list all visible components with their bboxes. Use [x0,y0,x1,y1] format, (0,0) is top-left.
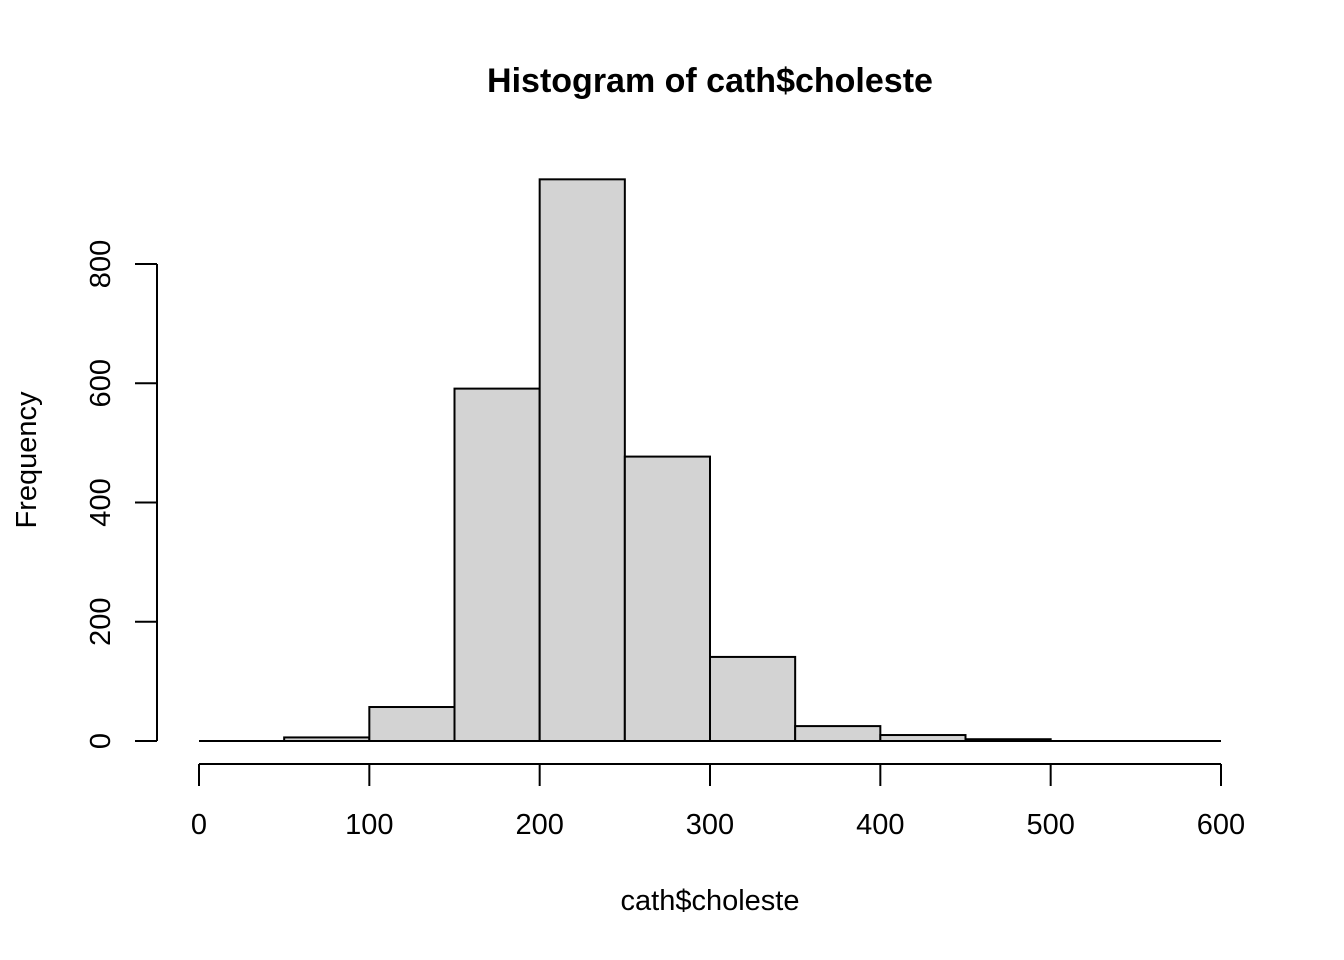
y-tick-label: 0 [85,733,117,749]
histogram-bar [794,725,882,742]
histogram-bar [623,455,711,742]
x-tick-label: 300 [686,809,734,841]
y-tick-label: 200 [85,598,117,646]
x-tick-label: 100 [345,809,393,841]
x-tick-label: 600 [1197,809,1245,841]
histogram-bar [538,178,626,742]
y-axis: 0 200 400 600 800 [85,240,158,749]
histogram-bar [453,387,541,742]
y-tick-label: 400 [85,478,117,526]
y-axis-label: Frequency [11,391,43,529]
y-tick-label: 800 [85,240,117,288]
x-tick-label: 500 [1026,809,1074,841]
y-tick-label: 600 [85,359,117,407]
x-tick-label: 0 [191,809,207,841]
histogram-bar [368,706,456,742]
x-tick-label: 200 [515,809,563,841]
chart-title: Histogram of cath$choleste [487,62,933,100]
histogram-bar [709,655,797,743]
x-axis-label: cath$choleste [621,885,800,917]
bars-group [199,178,1221,743]
x-tick-label: 400 [856,809,904,841]
x-axis: 0 100 200 300 400 500 600 [191,763,1245,841]
